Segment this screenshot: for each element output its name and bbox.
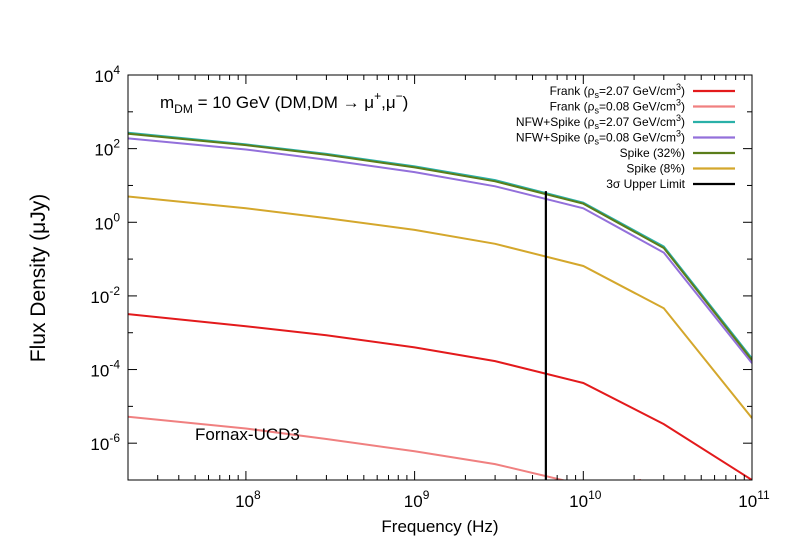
y-tick-label: 100 [94, 210, 120, 233]
y-tick-label: 10-2 [90, 284, 120, 307]
legend-label: Frank (ρs=2.07 GeV/cm3) [550, 82, 685, 100]
y-tick-label: 10-4 [90, 358, 120, 381]
y-tick-label: 104 [94, 63, 120, 86]
series-line-3 [128, 137, 752, 364]
legend-label: Frank (ρs=0.08 GeV/cm3) [550, 98, 685, 116]
x-tick-label: 108 [235, 488, 261, 511]
x-tick-label: 1011 [738, 488, 770, 511]
source-label: Fornax-UCD3 [195, 425, 300, 444]
series-line-5 [128, 195, 752, 419]
series-layer [128, 131, 752, 480]
legend-label: NFW+Spike (ρs=0.08 GeV/cm3) [516, 129, 685, 147]
mass-annotation: mDM = 10 GeV (DM,DM → μ+,μ−) [160, 89, 408, 116]
y-axis-label: Flux Density (μJy) [27, 194, 50, 362]
legend-label: Spike (32%) [620, 146, 685, 160]
y-tick-label: 102 [94, 137, 120, 160]
x-tick-labels: 108 109 1010 1011 [235, 488, 770, 511]
legend-label: NFW+Spike (ρs=2.07 GeV/cm3) [516, 113, 685, 131]
legend: Frank (ρs=2.07 GeV/cm3)Frank (ρs=0.08 Ge… [516, 82, 735, 191]
legend-label: 3σ Upper Limit [606, 177, 685, 191]
y-tick-labels: 104 102 100 10-2 10-4 10-6 [90, 63, 120, 454]
x-tick-label: 1010 [569, 488, 602, 511]
series-line-4 [128, 132, 752, 361]
series-line-0 [128, 313, 752, 480]
series-line-1 [128, 415, 642, 480]
legend-label: Spike (8%) [626, 162, 685, 176]
y-tick-label: 10-6 [90, 431, 120, 454]
x-axis-label: Frequency (Hz) [381, 517, 498, 536]
x-tick-label: 109 [404, 488, 430, 511]
plot-frame [127, 74, 753, 481]
